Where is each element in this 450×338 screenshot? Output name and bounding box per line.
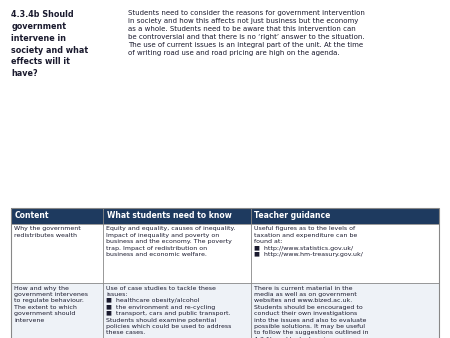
Text: 4.3.4b Should
government
intervene in
society and what
effects will it
have?: 4.3.4b Should government intervene in so… <box>11 10 88 78</box>
Text: Use of case studies to tackle these
issues:
■  healthcare obesity/alcohol
■  the: Use of case studies to tackle these issu… <box>106 286 232 335</box>
Bar <box>11 208 439 224</box>
Bar <box>11 208 439 338</box>
Text: Teacher guidance: Teacher guidance <box>254 211 331 220</box>
Text: Why the government
redistributes wealth: Why the government redistributes wealth <box>14 226 81 238</box>
Text: Equity and equality, causes of inequality.
Impact of inequality and poverty on
b: Equity and equality, causes of inequalit… <box>106 226 236 257</box>
Text: What students need to know: What students need to know <box>107 211 231 220</box>
Bar <box>11 224 439 283</box>
Text: Content: Content <box>15 211 50 220</box>
Text: There is current material in the
media as well as on government
websites and www: There is current material in the media a… <box>254 286 368 338</box>
Text: Useful figures as to the levels of
taxation and expenditure can be
found at:
■  : Useful figures as to the levels of taxat… <box>254 226 363 257</box>
Text: Students need to consider the reasons for government intervention
in society and: Students need to consider the reasons fo… <box>128 10 365 56</box>
Bar <box>11 283 439 338</box>
Text: How and why the
government intervenes
to regulate behaviour.
The extent to which: How and why the government intervenes to… <box>14 286 88 322</box>
